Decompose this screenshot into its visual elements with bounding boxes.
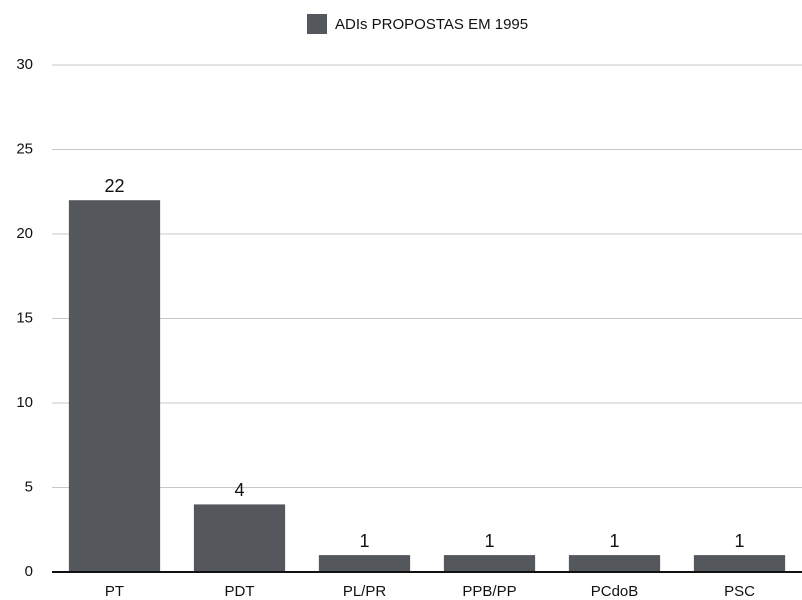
y-tick-label: 30 xyxy=(16,56,33,73)
x-tick-label: PT xyxy=(105,583,124,600)
x-tick-label: PDT xyxy=(225,583,255,600)
data-label: 22 xyxy=(104,176,124,196)
legend-swatch xyxy=(307,14,327,34)
data-label: 1 xyxy=(359,531,369,551)
y-tick-label: 20 xyxy=(16,225,33,242)
y-tick-label: 0 xyxy=(25,563,33,580)
x-tick-label: PL/PR xyxy=(343,583,387,600)
bar xyxy=(68,200,161,572)
bar xyxy=(318,555,411,572)
bar xyxy=(193,504,286,572)
y-tick-label: 10 xyxy=(16,394,33,411)
y-tick-label: 5 xyxy=(25,478,33,495)
data-label: 4 xyxy=(234,480,244,500)
legend-label: ADIs PROPOSTAS EM 1995 xyxy=(335,16,528,33)
bar xyxy=(568,555,661,572)
bar xyxy=(693,555,786,572)
y-tick-label: 15 xyxy=(16,309,33,326)
data-label: 1 xyxy=(484,531,494,551)
data-label: 1 xyxy=(734,531,744,551)
x-tick-label: PCdoB xyxy=(591,583,639,600)
data-label: 1 xyxy=(609,531,619,551)
x-tick-label: PSC xyxy=(724,583,755,600)
x-tick-label: PPB/PP xyxy=(462,583,516,600)
y-tick-label: 25 xyxy=(16,140,33,157)
bar xyxy=(443,555,536,572)
